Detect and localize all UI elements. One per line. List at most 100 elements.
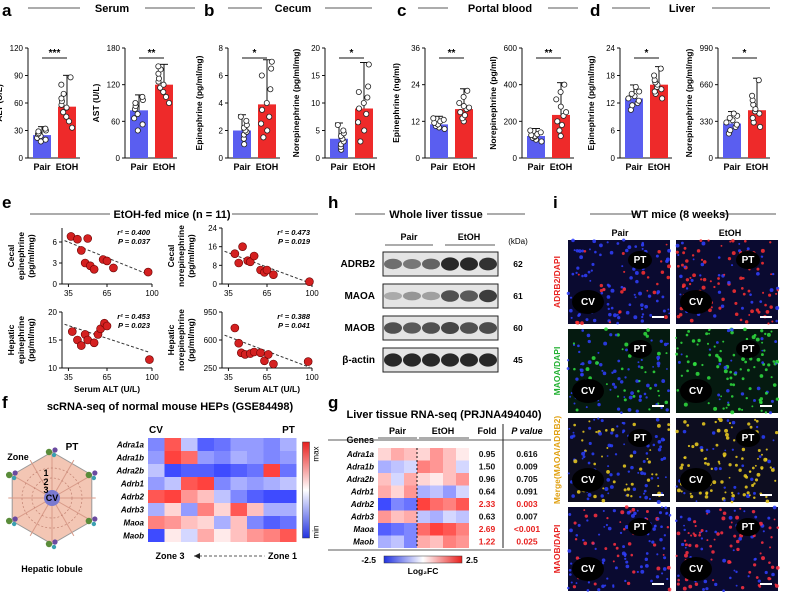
micro-speck [606, 577, 609, 580]
micro-speck [751, 335, 756, 340]
micro-speck [599, 283, 604, 288]
micro-speck [579, 255, 584, 260]
micro-speck [613, 542, 617, 546]
micro-speck [600, 291, 604, 295]
micro-speck [686, 423, 690, 427]
micro-speck [722, 589, 725, 593]
micro-speck [630, 495, 633, 498]
micro-speck [656, 361, 661, 366]
data-point [63, 113, 70, 120]
micro-speck [665, 243, 668, 246]
micro-speck [707, 402, 710, 405]
lobule-label: Hepatic lobule [21, 564, 83, 574]
micro-speck [764, 411, 768, 414]
micro-speck [650, 579, 653, 583]
micro-speck [651, 540, 655, 544]
data-point [76, 341, 86, 350]
heatmap-cell [404, 485, 417, 498]
micro-speck [708, 308, 712, 313]
heatmap-cell [430, 460, 443, 473]
micro-speck [637, 389, 640, 393]
sig-label: *** [49, 48, 61, 59]
y-tick-label: 0 [213, 280, 218, 289]
micro-speck [628, 303, 632, 307]
micro-speck [604, 327, 608, 331]
micro-image: CV PT [566, 238, 671, 325]
micro-speck [644, 563, 649, 568]
micro-speck [757, 584, 761, 587]
pt-label: PT [66, 442, 79, 453]
micro-speck [754, 515, 758, 519]
micro-speck [714, 466, 718, 471]
heatmap-cell [391, 473, 404, 486]
data-point [430, 115, 437, 122]
micro-speck [612, 509, 616, 513]
micro-pair-label: Pair [611, 228, 629, 238]
micro-speck [630, 482, 634, 486]
micro-speck [620, 510, 625, 515]
y-tick-label: 4 [219, 99, 224, 108]
micro-speck [575, 249, 580, 253]
heatmap-cell [197, 490, 214, 503]
micro-speck [692, 532, 695, 535]
micro-speck [772, 439, 775, 442]
micro-speck [657, 389, 660, 393]
micro-speck [606, 470, 610, 474]
data-point [58, 81, 65, 88]
micro-speck [770, 273, 773, 276]
x-tick-label: EtOH [746, 162, 769, 172]
micro-speck [729, 240, 732, 243]
heatmap-cell [280, 438, 297, 451]
data-point [356, 105, 363, 112]
data-point [230, 323, 240, 333]
micro-speck [691, 445, 695, 449]
micro-speck [591, 262, 595, 266]
micro-speck [733, 534, 737, 538]
micro-speck [632, 267, 636, 271]
panel-d-title: Liver [669, 3, 696, 15]
micro-speck [772, 360, 776, 363]
micro-speck [662, 547, 666, 550]
colorbar-g [383, 555, 463, 564]
y-tick-label: 0 [19, 154, 24, 163]
micro-speck [638, 395, 642, 399]
heatmap-cell [443, 473, 456, 486]
micro-speck [641, 241, 645, 245]
bar-chart-a2: 0 60 120 180 AST (U/L) Pair EtOH ** [91, 44, 177, 172]
micro-speck [683, 265, 686, 269]
scatter-e3: 10 15 20 35 65 100 Hepaticepinephrine(pg/ml/mg… [6, 308, 159, 394]
micro-speck [730, 359, 733, 362]
y-tick-label: 0 [116, 154, 121, 163]
heatmap-cell [230, 490, 247, 503]
heatmap-cell [214, 464, 231, 477]
micro-speck [726, 419, 730, 422]
micro-speck [657, 485, 660, 488]
micro-speck [748, 314, 751, 316]
micro-speck [775, 397, 780, 401]
micro-speck [676, 582, 680, 586]
portal-triad-dot [92, 516, 98, 522]
micro-speck [606, 295, 611, 299]
micro-speck [568, 513, 572, 516]
micro-speck [646, 289, 649, 292]
sig-label: * [645, 48, 649, 59]
micro-speck [630, 553, 634, 557]
micro-speck [747, 368, 750, 372]
heatmap-cell [230, 451, 247, 464]
micro-speck [664, 506, 668, 510]
micro-speck [623, 389, 626, 392]
micro-speck [750, 309, 754, 314]
micro-speck [740, 306, 744, 310]
micro-speck [723, 365, 728, 370]
micro-speck [693, 520, 697, 524]
sig-label: ** [545, 48, 553, 59]
micro-speck [623, 443, 626, 446]
heatmap-cell [391, 535, 404, 548]
micro-speck [599, 363, 603, 367]
blot-band [460, 290, 478, 302]
y-tick-label: 0 [416, 154, 421, 163]
micro-speck [652, 365, 655, 368]
blot-row: β-actin 45 [342, 347, 523, 373]
micro-speck [623, 396, 626, 398]
panel-b-title: Cecum [275, 3, 312, 15]
